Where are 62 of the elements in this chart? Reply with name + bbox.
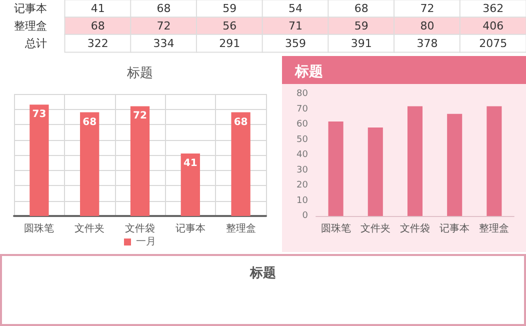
data-label: 2075 — [479, 36, 508, 50]
data-label: 56 — [222, 20, 237, 32]
data-label: 68 — [234, 116, 248, 128]
y-tick-label: 60 — [296, 120, 308, 130]
bar — [80, 112, 100, 216]
bar — [30, 104, 49, 216]
data-label: 362 — [482, 2, 504, 16]
x-tick-label: 文件袋 — [400, 222, 430, 234]
data-label: 291 — [219, 36, 240, 50]
bar — [486, 106, 502, 216]
x-tick-label: 文件夹 — [360, 222, 390, 234]
y-tick-label: 20 — [296, 180, 308, 190]
x-tick-label: 圆珠笔 — [24, 222, 54, 234]
bar — [328, 121, 344, 216]
data-label: 72 — [420, 2, 434, 16]
data-label: 391 — [350, 36, 372, 50]
y-tick-label: 40 — [296, 150, 308, 160]
y-tick-label: 记事本 — [14, 2, 47, 16]
data-label: 80 — [420, 20, 434, 32]
x-tick-label: 文件夹 — [74, 222, 105, 234]
data-label: 68 — [82, 116, 97, 128]
data-label: 41 — [90, 2, 105, 16]
y-tick-label: 10 — [296, 196, 308, 206]
data-label: 59 — [222, 2, 237, 16]
data-label: 334 — [153, 36, 174, 50]
bar — [368, 128, 383, 216]
bar — [407, 106, 423, 216]
x-tick-label: 记事本 — [175, 222, 206, 234]
data-label: 71 — [288, 20, 302, 32]
data-label: 406 — [482, 20, 504, 32]
bar — [130, 106, 150, 216]
data-label: 322 — [87, 36, 108, 50]
data-label: 72 — [156, 20, 171, 32]
data-label: 41 — [183, 158, 198, 169]
x-tick-label: 圆珠笔 — [320, 222, 351, 234]
bar — [180, 153, 200, 216]
text: 标题 — [249, 266, 276, 281]
bar — [231, 112, 250, 216]
x-tick-label: 文件袋 — [125, 222, 155, 234]
data-label: 73 — [32, 109, 46, 120]
data-label: 54 — [288, 2, 302, 16]
data-label: 72 — [133, 110, 147, 122]
chart-title: 标题 — [294, 64, 323, 80]
y-tick-label: 30 — [296, 165, 308, 176]
y-tick-label: 80 — [296, 89, 308, 99]
y-tick-label: 总计 — [24, 36, 47, 50]
data-label: 68 — [156, 2, 171, 16]
data-label: 359 — [285, 36, 306, 50]
x-tick-label: 整理盒 — [226, 222, 256, 234]
data-label: 68 — [90, 20, 105, 32]
x-tick-label: 整理盒 — [479, 222, 510, 234]
bar — [447, 114, 462, 216]
y-tick-label: 整理盒 — [14, 20, 47, 32]
legend-label: 一月 — [136, 236, 156, 248]
y-tick-label: 0 — [302, 211, 308, 221]
chart-title: 标题 — [126, 66, 153, 81]
y-tick-label: 50 — [296, 134, 308, 145]
data-label: 68 — [354, 2, 368, 16]
y-tick-label: 70 — [296, 104, 308, 114]
data-label: 59 — [354, 20, 368, 32]
data-label: 378 — [416, 36, 438, 50]
x-tick-label: 记事本 — [440, 222, 470, 234]
